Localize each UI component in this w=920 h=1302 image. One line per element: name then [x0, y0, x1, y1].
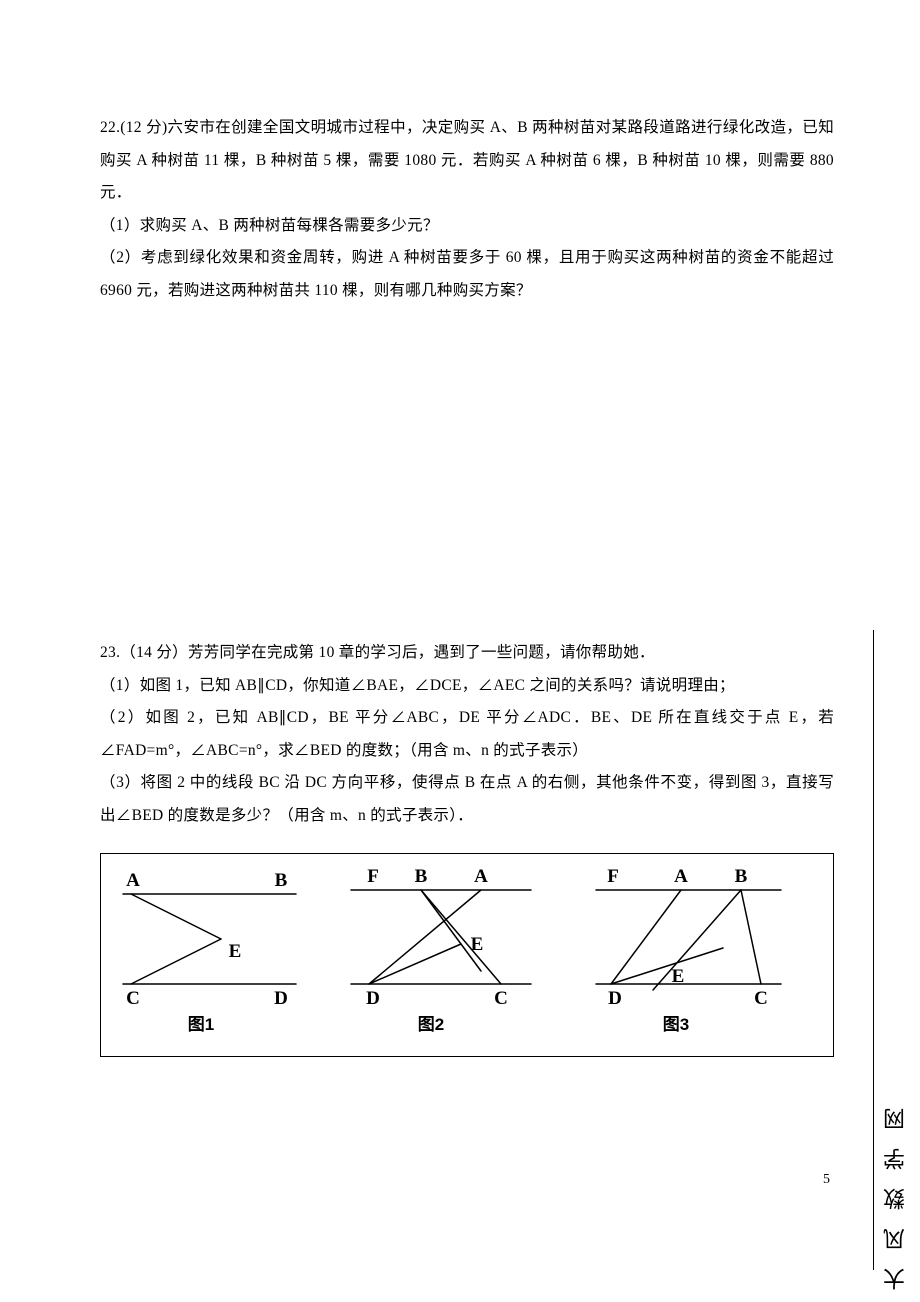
- q23-stem: 23.（14 分）芳芳同学在完成第 10 章的学习后，遇到了一些问题，请你帮助她…: [100, 644, 655, 661]
- figures-svg: A B C D E 图1 F B A D C E 图2 F A B D C E 图3: [101, 854, 833, 1056]
- svg-text:C: C: [754, 988, 768, 1009]
- svg-text:图2: 图2: [418, 1015, 444, 1034]
- svg-text:C: C: [494, 988, 508, 1009]
- svg-text:B: B: [415, 866, 428, 887]
- q22-part2: （2）考虑到绿化效果和资金周转，购进 A 种树苗要多于 60 棵，且用于购买这两…: [100, 249, 834, 299]
- svg-text:C: C: [126, 988, 140, 1009]
- figure-box: A B C D E 图1 F B A D C E 图2 F A B D C E 图3: [100, 853, 834, 1057]
- svg-text:D: D: [366, 988, 380, 1009]
- svg-text:D: D: [608, 988, 622, 1009]
- svg-text:E: E: [471, 934, 484, 955]
- svg-text:E: E: [229, 941, 242, 962]
- svg-text:B: B: [735, 866, 748, 887]
- q23-part2: （2）如图 2，已知 AB∥CD，BE 平分∠ABC，DE 平分∠ADC．BE、…: [100, 709, 834, 759]
- svg-text:A: A: [126, 870, 140, 891]
- q23-part1: （1）如图 1，已知 AB∥CD，你知道∠BAE，∠DCE，∠AEC 之间的关系…: [100, 677, 735, 694]
- right-border-line: [873, 630, 874, 1270]
- svg-text:图1: 图1: [188, 1015, 214, 1034]
- side-vertical-text: 大风数学网: [880, 1030, 912, 1290]
- svg-text:B: B: [275, 870, 288, 891]
- svg-text:F: F: [607, 866, 619, 887]
- svg-text:A: A: [674, 866, 688, 887]
- svg-text:图3: 图3: [663, 1015, 689, 1034]
- q22-stem: 22.(12 分)六安市在创建全国文明城市过程中，决定购买 A、B 两种树苗对某…: [100, 119, 834, 201]
- page-number: 5: [823, 1172, 830, 1188]
- question-22: 22.(12 分)六安市在创建全国文明城市过程中，决定购买 A、B 两种树苗对某…: [100, 112, 834, 307]
- svg-text:D: D: [274, 988, 288, 1009]
- svg-text:E: E: [672, 966, 685, 987]
- svg-text:F: F: [367, 866, 379, 887]
- q23-part3: （3）将图 2 中的线段 BC 沿 DC 方向平移，使得点 B 在点 A 的右侧…: [100, 774, 834, 824]
- q22-part1: （1）求购买 A、B 两种树苗每棵各需要多少元？: [100, 217, 439, 234]
- svg-text:A: A: [474, 866, 488, 887]
- question-23: 23.（14 分）芳芳同学在完成第 10 章的学习后，遇到了一些问题，请你帮助她…: [100, 637, 834, 832]
